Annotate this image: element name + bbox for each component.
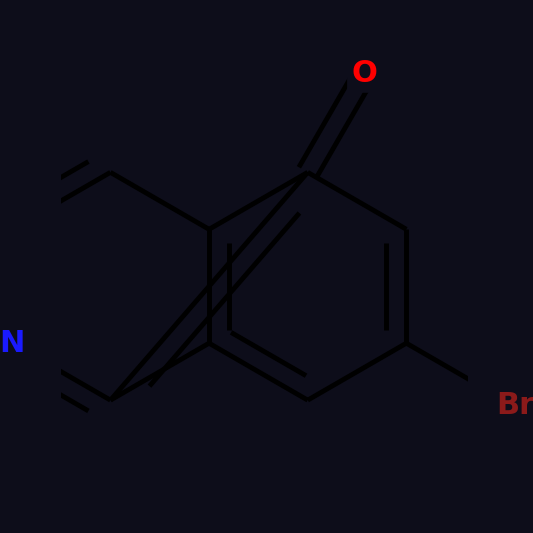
Text: N: N [0,329,25,358]
Text: O: O [352,59,377,88]
Text: Br: Br [496,391,533,421]
